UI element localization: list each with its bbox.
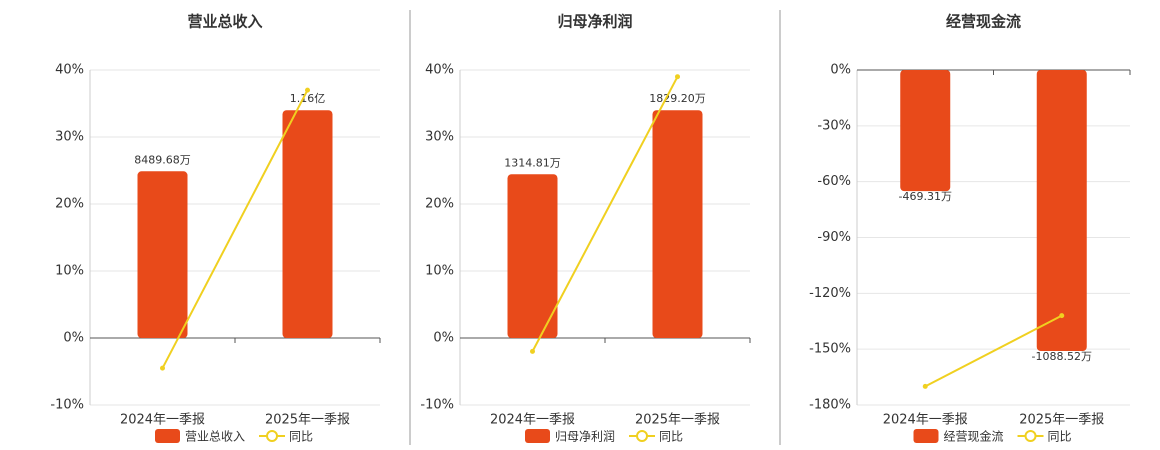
y-tick-label: 0% [830,63,851,78]
value-label: 8489.68万 [134,153,191,166]
value-label: 1314.81万 [504,156,561,169]
legend-label: 营业总收入 [185,430,245,444]
line [924,314,1063,388]
x-tick-label: 2024年一季报 [490,413,575,428]
line-point [1059,313,1065,319]
x-tick-label: 2024年一季报 [120,413,205,428]
y-tick-label: -30% [817,118,851,133]
bar [652,110,703,338]
chart-title: 经营现金流 [946,13,1021,31]
y-tick-label: -60% [817,174,851,189]
y-tick-label: -10% [50,398,84,413]
x-tick-label: 2025年一季报 [265,413,350,428]
chart-title: 归母净利润 [557,13,632,31]
legend-swatch [155,429,180,443]
legend-swatch [525,429,550,443]
x-tick-label: 2024年一季报 [883,413,968,428]
line [531,76,679,352]
y-tick-label: 10% [425,264,454,279]
legend-label: 同比 [1048,430,1072,444]
legend-swatch [913,429,939,443]
legend-label: 经营现金流 [944,429,1004,444]
line-point [922,383,928,389]
bar [137,171,188,338]
legend-label: 归母净利润 [555,430,615,444]
y-tick-label: 40% [55,63,84,78]
y-tick-label: -90% [817,230,851,245]
legend-swatch [1024,430,1037,442]
legend-label: 同比 [289,430,313,444]
y-tick-label: -150% [809,342,851,357]
line-point [675,74,680,80]
y-tick-label: -120% [809,286,851,301]
bar [282,110,333,338]
line [161,89,309,369]
x-tick-label: 2025年一季报 [1019,413,1104,428]
y-tick-label: 40% [425,63,454,78]
bar [900,70,951,192]
chart-title: 营业总收入 [187,13,262,31]
y-tick-label: -10% [420,398,454,413]
line-point [530,348,535,354]
y-tick-label: 20% [425,197,454,212]
value-label: -1088.52万 [1032,350,1092,363]
legend-swatch [266,430,279,442]
y-tick-label: 20% [55,197,84,212]
y-tick-label: 0% [433,331,454,346]
line-point [305,87,310,93]
value-label: 1829.20万 [649,92,706,105]
x-tick-label: 2025年一季报 [635,413,720,428]
bar [1036,70,1087,352]
legend-swatch [636,430,649,442]
bar [507,174,558,338]
y-tick-label: 0% [63,331,84,346]
y-tick-label: 10% [55,264,84,279]
y-tick-label: 30% [425,130,454,145]
line-point [160,365,165,371]
legend-label: 同比 [659,430,683,444]
y-tick-label: 30% [55,130,84,145]
value-label: 1.16亿 [290,92,326,105]
y-tick-label: -180% [809,398,851,413]
value-label: -469.31万 [899,190,952,203]
